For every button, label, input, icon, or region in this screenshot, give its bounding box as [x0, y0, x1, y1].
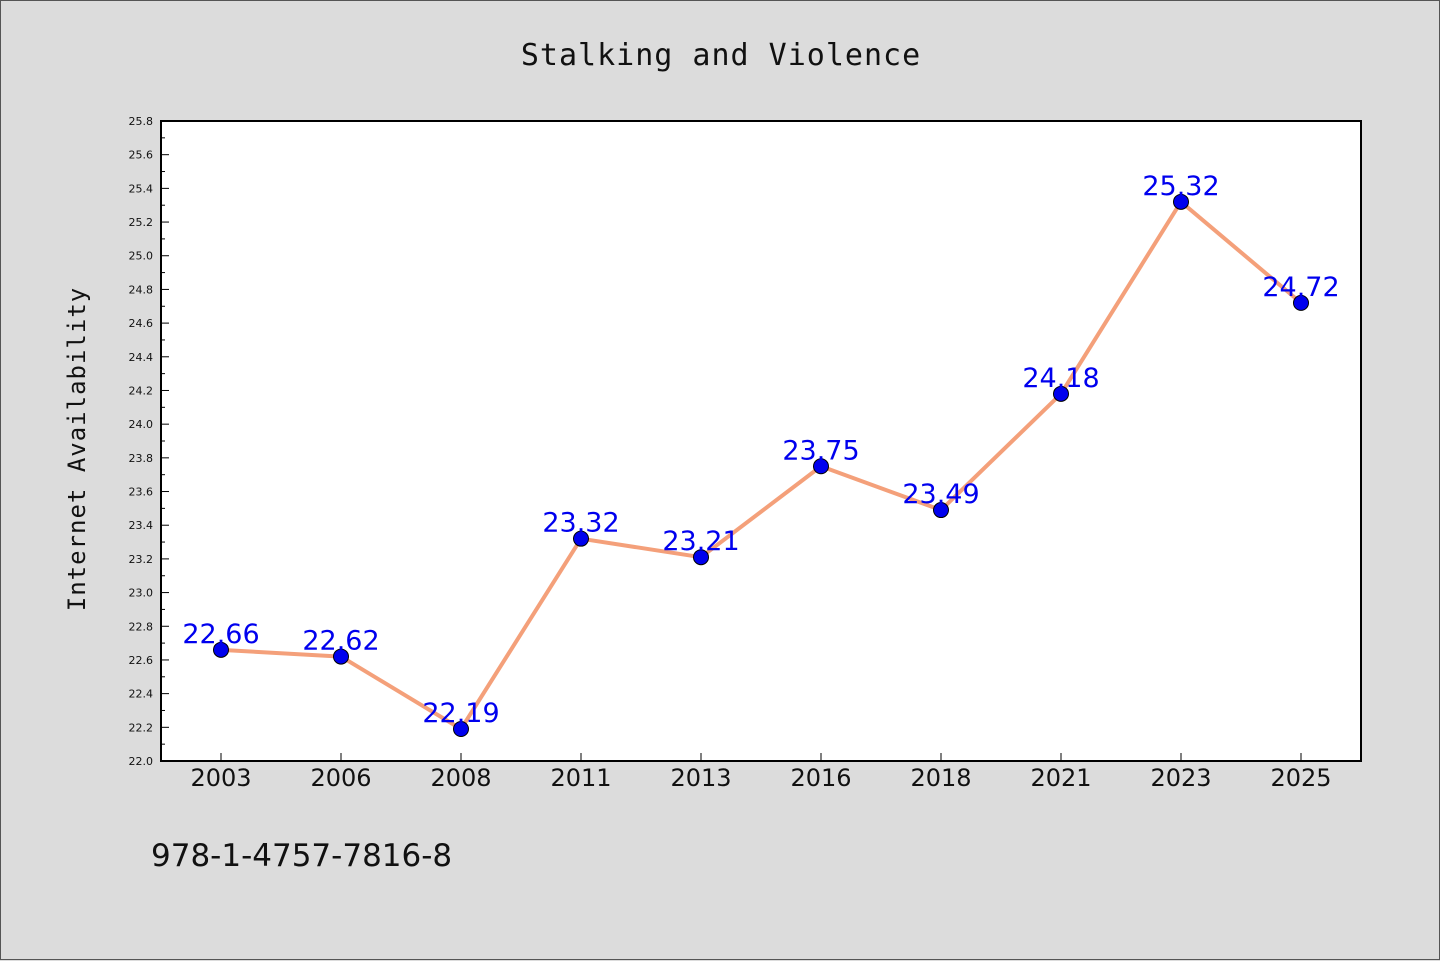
y-tick-label: 24.8 [129, 283, 154, 296]
x-tick-label: 2016 [790, 764, 851, 792]
x-tick-label: 2021 [1030, 764, 1091, 792]
data-label: 23.21 [662, 526, 739, 557]
data-label: 22.66 [182, 619, 259, 650]
y-tick-label: 22.6 [129, 654, 154, 667]
y-tick-label: 23.4 [129, 519, 154, 532]
y-tick-label: 25.2 [129, 216, 154, 229]
data-label: 23.75 [782, 435, 859, 466]
y-tick-label: 25.0 [129, 250, 154, 263]
y-tick-label: 22.4 [129, 688, 154, 701]
y-tick-label: 23.8 [129, 452, 154, 465]
y-tick-label: 25.4 [129, 182, 154, 195]
x-tick-label: 2025 [1270, 764, 1331, 792]
data-label: 22.19 [422, 698, 499, 729]
data-point [453, 721, 469, 737]
isbn-footer: 978-1-4757-7816-8 [151, 838, 452, 874]
data-label: 24.18 [1022, 363, 1099, 394]
y-axis-ticks: 22.0 22.2 22.4 22.6 22.8 23.0 23.2 23.4 23.6 23.8… [129, 115, 169, 768]
y-tick-label: 24.4 [129, 351, 154, 364]
data-point [813, 458, 829, 475]
x-axis-ticks: 2003 2006 2008 2011 2013 2016 2018 2021 2023 2025 [190, 753, 1332, 792]
y-tick-label: 22.2 [129, 721, 154, 734]
y-tick-label: 24.6 [129, 317, 154, 330]
data-point [1293, 294, 1309, 311]
data-point [213, 641, 229, 658]
series-line [220, 199, 1303, 731]
data-point [693, 549, 709, 566]
y-tick-label: 22.8 [129, 620, 154, 633]
data-label: 22.62 [302, 626, 379, 657]
x-tick-label: 2013 [670, 764, 731, 792]
data-label: 24.72 [1262, 272, 1339, 303]
data-point [333, 648, 349, 665]
plot-area [160, 120, 1362, 762]
data-label: 23.49 [902, 479, 979, 510]
y-tick-label: 25.6 [129, 149, 154, 162]
y-tick-label: 24.2 [129, 384, 154, 397]
data-point [1173, 193, 1189, 210]
y-tick-label: 25.8 [129, 115, 154, 128]
x-tick-label: 2023 [1150, 764, 1211, 792]
data-points [213, 193, 1309, 737]
y-tick-label: 22.0 [129, 755, 154, 768]
x-tick-label: 2003 [190, 764, 251, 792]
x-tick-label: 2018 [910, 764, 971, 792]
data-point [573, 530, 589, 547]
chart-title: Stalking and Violence [521, 38, 921, 73]
x-tick-label: 2011 [550, 764, 611, 792]
data-label: 23.32 [542, 508, 619, 539]
y-tick-label: 23.0 [129, 587, 154, 600]
y-tick-label: 23.2 [129, 553, 154, 566]
data-point [933, 502, 949, 519]
data-point [1053, 385, 1069, 402]
data-label: 25.32 [1142, 171, 1219, 202]
x-tick-label: 2006 [310, 764, 371, 792]
data-labels: 22.66 22.62 22.19 23.32 23.21 23.75 23.49 24.18… [182, 171, 1339, 729]
y-axis-label: Internet Availability [63, 287, 91, 611]
x-tick-label: 2008 [430, 764, 491, 792]
y-tick-label: 23.6 [129, 486, 154, 499]
y-tick-label: 24.0 [129, 418, 154, 431]
